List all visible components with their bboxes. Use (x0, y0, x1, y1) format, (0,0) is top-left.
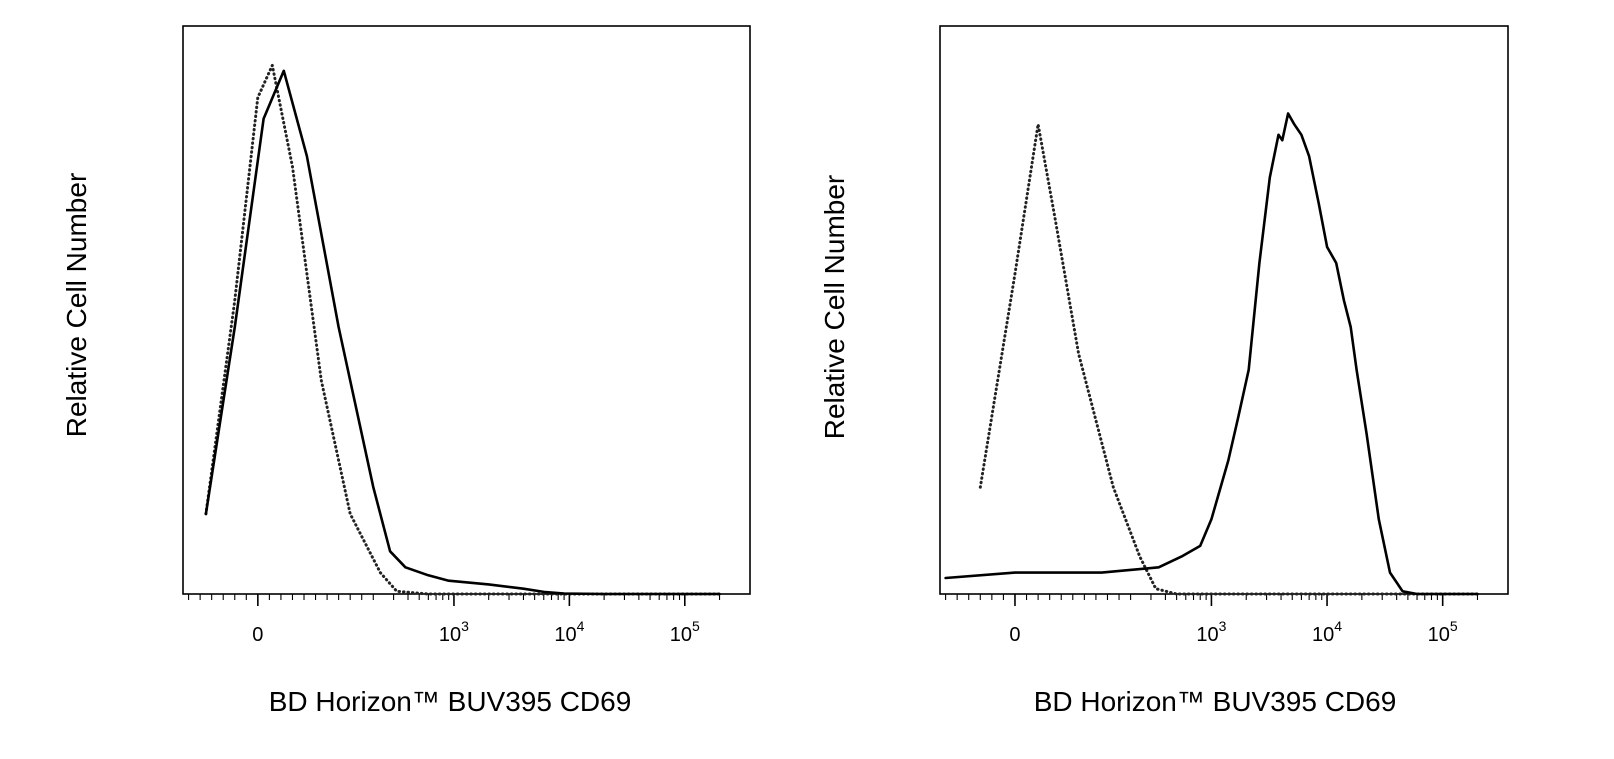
histogram-panel-left: 0 103 104 105 BD Horizon™ BUV395 CD69 Relativ… (61, 25, 751, 717)
x-tick-label: 104 (554, 618, 584, 646)
isotype-control-histogram (978, 122, 1479, 596)
plot-frame (939, 25, 1509, 595)
x-tick-label: 0 (252, 624, 263, 646)
histogram-panel-right: 0 103 104 105 BD Horizon™ BUV395 CD69 Relativ… (819, 25, 1509, 717)
x-tick-label: 103 (1196, 618, 1226, 646)
y-axis-label: Relative Cell Number (61, 173, 92, 438)
isotype-control-histogram (204, 63, 721, 596)
x-tick-label: 103 (439, 618, 469, 646)
x-axis-ticks (945, 594, 1479, 606)
x-axis-label: BD Horizon™ BUV395 CD69 (269, 686, 632, 717)
x-axis-label: BD Horizon™ BUV395 CD69 (1034, 686, 1397, 717)
stained-histogram (944, 112, 1479, 596)
y-axis-label: Relative Cell Number (819, 175, 850, 440)
x-tick-label: 104 (1312, 618, 1342, 646)
x-tick-label: 105 (1428, 618, 1458, 646)
x-tick-label: 105 (670, 618, 700, 646)
x-axis-ticks (188, 594, 721, 606)
stained-histogram (204, 69, 721, 596)
x-tick-label: 0 (1009, 624, 1020, 646)
